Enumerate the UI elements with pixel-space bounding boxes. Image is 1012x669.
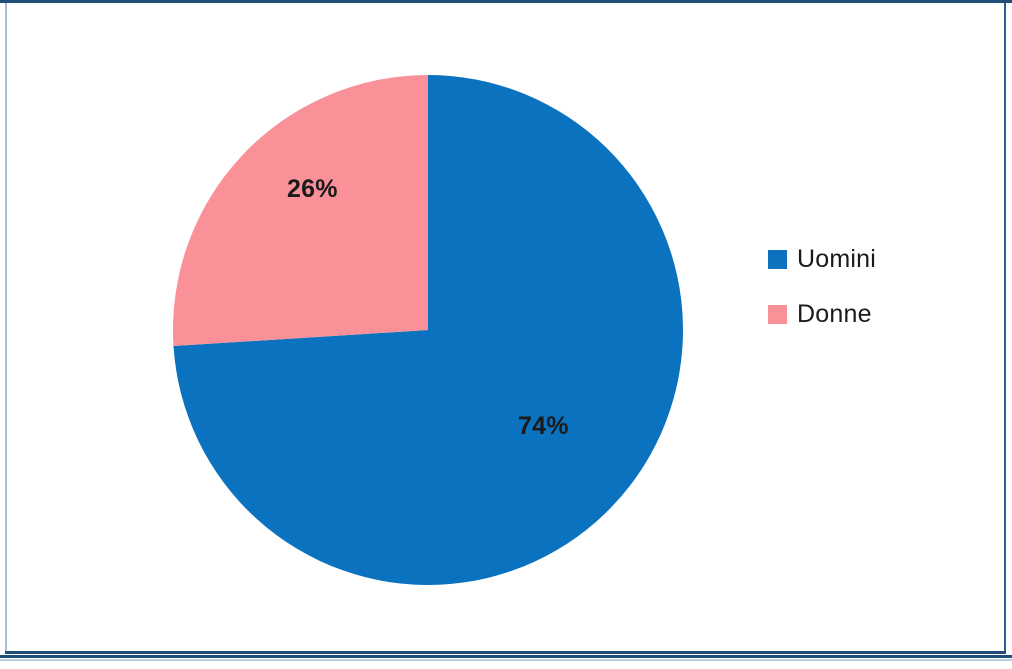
pie-graphic bbox=[173, 75, 684, 586]
chart-legend: Uomini Donne bbox=[768, 242, 876, 352]
legend-swatch-icon-uomini bbox=[768, 249, 787, 269]
page-border-bottom-accent bbox=[0, 659, 1012, 661]
pie-chart: 74% 26% Uomini Donne bbox=[0, 4, 1012, 650]
pie-data-label-donne: 26% bbox=[287, 175, 338, 203]
legend-item-uomini[interactable]: Uomini bbox=[768, 242, 876, 276]
legend-label-uomini: Uomini bbox=[797, 244, 876, 273]
pie-slice-uomini[interactable] bbox=[173, 75, 684, 586]
pie-slice-donne[interactable] bbox=[173, 75, 428, 347]
page-border-right bbox=[1004, 3, 1006, 653]
page-border-bottom-outer bbox=[0, 655, 1012, 658]
legend-swatch-icon-donne bbox=[768, 304, 787, 324]
page-border-left bbox=[5, 3, 7, 653]
page-border-bottom-inner bbox=[5, 651, 1006, 654]
legend-item-donne[interactable]: Donne bbox=[768, 297, 876, 331]
pie-data-label-uomini: 74% bbox=[518, 412, 569, 440]
page-border-top bbox=[0, 0, 1012, 3]
legend-label-donne: Donne bbox=[797, 299, 872, 328]
